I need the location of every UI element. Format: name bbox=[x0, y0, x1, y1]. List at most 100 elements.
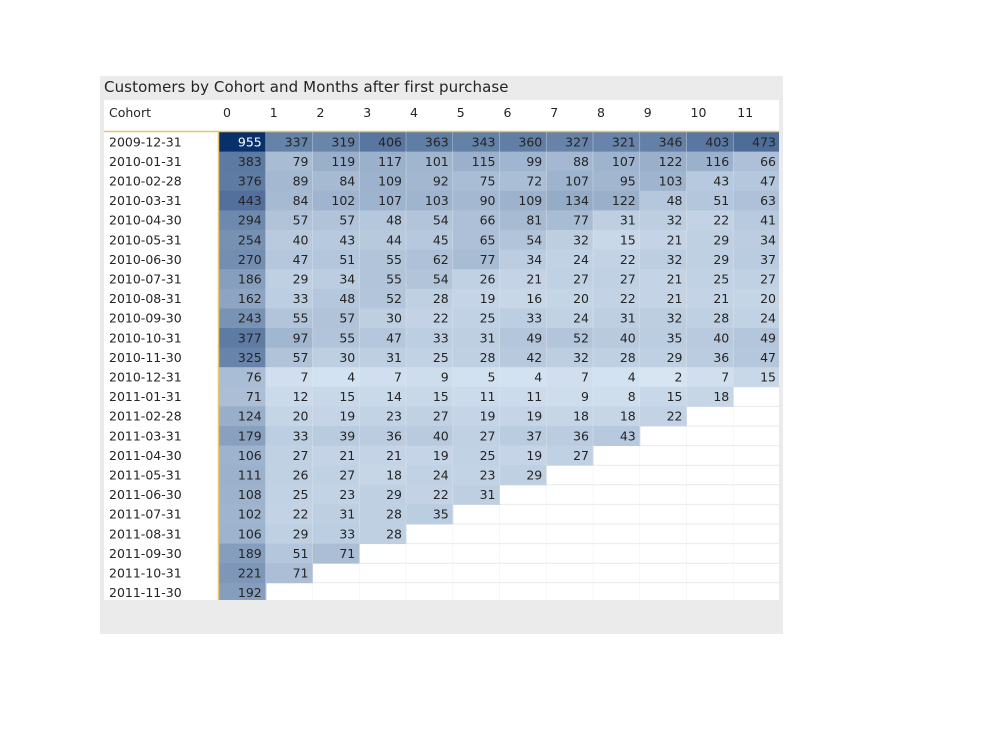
cell-value: 51 bbox=[293, 546, 309, 561]
cell-value: 72 bbox=[526, 174, 542, 189]
cell-value: 31 bbox=[386, 350, 402, 365]
heatmap-cell bbox=[406, 406, 454, 427]
heatmap-cell bbox=[639, 406, 687, 427]
cell-value: 21 bbox=[667, 291, 683, 306]
heatmap-cell bbox=[639, 249, 687, 270]
cell-value: 134 bbox=[565, 193, 589, 208]
cell-value: 25 bbox=[480, 311, 496, 326]
cell-value: 47 bbox=[760, 350, 776, 365]
heatmap-cell bbox=[406, 484, 454, 505]
row-label: 2011-01-31 bbox=[109, 389, 182, 404]
cell-value: 97 bbox=[293, 330, 309, 345]
heatmap-cell bbox=[499, 288, 547, 309]
heatmap-cell bbox=[265, 386, 313, 407]
cell-value: 19 bbox=[433, 448, 449, 463]
cell-value: 45 bbox=[433, 232, 449, 247]
cell-value: 9 bbox=[581, 389, 589, 404]
heatmap-cell bbox=[219, 288, 267, 309]
cell-value: 35 bbox=[433, 507, 449, 522]
heatmap-cell bbox=[499, 230, 547, 250]
row-label: 2010-03-31 bbox=[109, 193, 182, 208]
heatmap-cell bbox=[452, 190, 500, 211]
heatmap-cell bbox=[686, 210, 734, 231]
cell-value: 4 bbox=[534, 370, 542, 385]
heatmap-cell bbox=[265, 190, 313, 211]
cell-value: 20 bbox=[293, 409, 309, 424]
heatmap-cell bbox=[265, 484, 313, 505]
cell-value: 76 bbox=[246, 370, 262, 385]
heatmap-cell bbox=[312, 465, 360, 486]
column-header: 1 bbox=[270, 105, 278, 120]
cell-value: 360 bbox=[518, 134, 542, 149]
cell-value: 40 bbox=[713, 330, 729, 345]
heatmap-cell bbox=[452, 328, 500, 348]
cell-value: 29 bbox=[713, 252, 729, 267]
heatmap-cell bbox=[359, 210, 407, 231]
cell-value: 24 bbox=[433, 468, 449, 483]
heatmap-cell bbox=[733, 171, 779, 192]
row-label: 2011-05-31 bbox=[109, 468, 182, 483]
heatmap-cell bbox=[312, 249, 360, 270]
heatmap-cell bbox=[219, 190, 267, 211]
heatmap-cell bbox=[546, 249, 594, 270]
heatmap-cell bbox=[593, 328, 641, 348]
cell-value: 51 bbox=[339, 252, 355, 267]
cell-value: 29 bbox=[713, 232, 729, 247]
cell-value: 221 bbox=[238, 566, 262, 581]
cell-value: 47 bbox=[293, 252, 309, 267]
heatmap-cell bbox=[593, 367, 641, 388]
matrix-card: Cohort01234567891011122009-12-3195533731… bbox=[104, 100, 779, 600]
heatmap-cell bbox=[546, 151, 594, 172]
cell-value: 103 bbox=[425, 193, 449, 208]
cell-value: 63 bbox=[760, 193, 776, 208]
heatmap-cell bbox=[452, 426, 500, 446]
heatmap-cell bbox=[312, 151, 360, 172]
heatmap-cell bbox=[219, 328, 267, 348]
cell-value: 22 bbox=[667, 409, 683, 424]
heatmap-cell bbox=[406, 426, 454, 446]
cell-value: 30 bbox=[339, 350, 355, 365]
heatmap-cell bbox=[265, 445, 313, 466]
cell-value: 346 bbox=[659, 134, 683, 149]
cell-value: 106 bbox=[238, 448, 262, 463]
heatmap-cell bbox=[265, 563, 313, 584]
heatmap-cell bbox=[499, 426, 547, 446]
cell-value: 19 bbox=[526, 448, 542, 463]
heatmap-cell bbox=[499, 465, 547, 486]
heatmap-cell bbox=[406, 249, 454, 270]
cell-value: 321 bbox=[612, 134, 636, 149]
heatmap-cell bbox=[452, 230, 500, 250]
heatmap-cell bbox=[499, 171, 547, 192]
heatmap-cell bbox=[452, 308, 500, 329]
cell-value: 28 bbox=[620, 350, 636, 365]
cell-value: 75 bbox=[480, 174, 496, 189]
heatmap-cell bbox=[219, 582, 267, 600]
heatmap-cell bbox=[359, 367, 407, 388]
heatmap-cell bbox=[452, 288, 500, 309]
cell-value: 27 bbox=[293, 448, 309, 463]
cell-value: 119 bbox=[331, 154, 355, 169]
cell-value: 19 bbox=[339, 409, 355, 424]
cell-value: 48 bbox=[386, 213, 402, 228]
heatmap-cell bbox=[359, 426, 407, 446]
cell-value: 51 bbox=[713, 193, 729, 208]
heatmap-cell bbox=[406, 230, 454, 250]
row-label: 2010-08-31 bbox=[109, 291, 182, 306]
cell-value: 27 bbox=[480, 428, 496, 443]
heatmap-cell bbox=[219, 269, 267, 290]
cell-value: 43 bbox=[713, 174, 729, 189]
heatmap-cell bbox=[359, 151, 407, 172]
cell-value: 55 bbox=[293, 311, 309, 326]
heatmap-cell bbox=[733, 367, 779, 388]
heatmap-cell bbox=[733, 308, 779, 329]
row-label: 2009-12-31 bbox=[109, 134, 182, 149]
cell-value: 55 bbox=[386, 272, 402, 287]
cell-value: 25 bbox=[480, 448, 496, 463]
cell-value: 12 bbox=[293, 389, 309, 404]
cell-value: 42 bbox=[526, 350, 542, 365]
heatmap-cell bbox=[733, 132, 779, 152]
heatmap-cell bbox=[499, 308, 547, 329]
heatmap-cell bbox=[219, 132, 267, 152]
cell-value: 377 bbox=[238, 330, 262, 345]
heatmap-cell bbox=[359, 386, 407, 407]
